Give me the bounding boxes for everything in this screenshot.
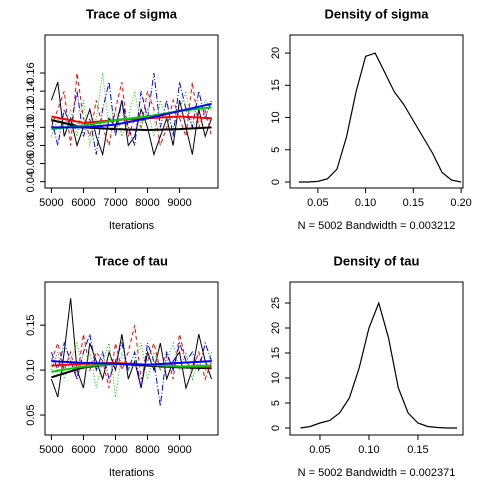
x-tick-label: 9000: [167, 197, 191, 209]
smooth-line: [51, 102, 212, 129]
y-tick-label: 20: [270, 47, 282, 59]
y-tick-label: 20: [270, 322, 282, 334]
trace-line: [50, 81, 213, 157]
y-tick-label: 25: [270, 297, 282, 309]
y-tick-label: 5: [270, 147, 282, 153]
trace-line: [50, 72, 213, 148]
x-tick-label: 8000: [135, 197, 159, 209]
x-tick-label: 6000: [71, 444, 95, 456]
y-tick-label: 5: [270, 400, 282, 406]
plot-frame: [289, 281, 464, 436]
x-axis-label: N = 5002 Bandwidth = 0.002371: [298, 467, 456, 479]
x-tick-label: 5000: [39, 197, 63, 209]
panel-title: Trace of sigma: [86, 6, 178, 21]
y-tick-label: 10: [270, 372, 282, 384]
y-tick-label: 0.14: [25, 80, 37, 101]
y-tick-label: 15: [270, 79, 282, 91]
x-axis-label: Iterations: [109, 467, 155, 479]
x-tick-label: 5000: [39, 444, 63, 456]
panel-title: Density of tau: [334, 253, 420, 268]
x-axis-label: N = 5002 Bandwidth = 0.003212: [298, 220, 456, 232]
plot-frame: [44, 34, 219, 189]
x-tick-label: 0.20: [450, 197, 471, 209]
x-tick-label: 7000: [103, 444, 127, 456]
y-tick-label: 0.12: [25, 99, 37, 120]
trace-line: [50, 325, 213, 389]
y-tick-label: 0.08: [25, 135, 37, 156]
panel-title: Trace of tau: [95, 253, 168, 268]
x-tick-label: 0.15: [403, 197, 424, 209]
y-tick-label: 0.15: [25, 314, 37, 335]
panel-title: Density of sigma: [324, 6, 429, 21]
x-tick-label: 8000: [135, 444, 159, 456]
trace-line: [50, 298, 213, 398]
plot-frame: [44, 281, 219, 436]
plot-frame: [289, 34, 464, 189]
x-axis-label: Iterations: [109, 220, 155, 232]
y-tick-label: 0: [270, 425, 282, 431]
x-tick-label: 0.10: [358, 444, 379, 456]
x-tick-label: 0.05: [309, 444, 330, 456]
trace-line: [50, 332, 213, 407]
x-tick-label: 7000: [103, 197, 127, 209]
x-tick-label: 6000: [71, 197, 95, 209]
y-tick-label: 0.06: [25, 153, 37, 174]
smooth-line: [51, 360, 212, 366]
y-tick-label: 10: [270, 111, 282, 123]
y-tick-label: 0.10: [25, 117, 37, 138]
y-tick-label: 0.04: [25, 171, 37, 192]
y-tick-label: 0.16: [25, 62, 37, 83]
y-tick-label: 0: [270, 179, 282, 185]
density-line: [298, 52, 462, 183]
density-line: [300, 301, 458, 429]
y-tick-label: 15: [270, 347, 282, 359]
x-tick-label: 0.05: [307, 197, 328, 209]
x-tick-label: 0.10: [355, 197, 376, 209]
y-tick-label: 0.10: [25, 359, 37, 380]
x-tick-label: 0.15: [407, 444, 428, 456]
trace-line: [50, 72, 213, 155]
x-tick-label: 9000: [167, 444, 191, 456]
y-tick-label: 0.05: [25, 404, 37, 425]
